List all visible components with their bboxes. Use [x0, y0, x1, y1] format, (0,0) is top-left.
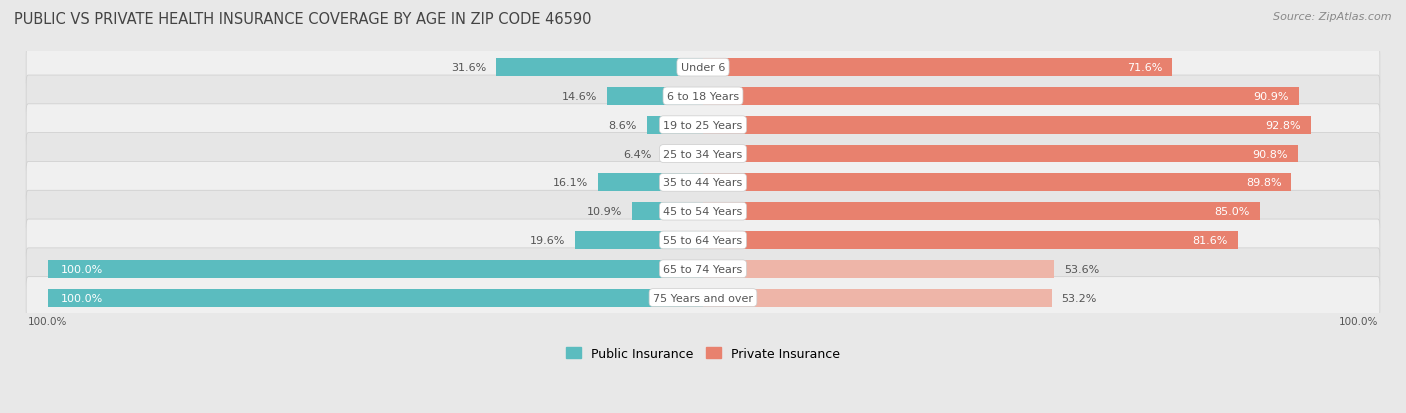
Text: 90.8%: 90.8% [1253, 149, 1288, 159]
Legend: Public Insurance, Private Insurance: Public Insurance, Private Insurance [561, 342, 845, 365]
Text: 31.6%: 31.6% [451, 63, 486, 73]
Text: Under 6: Under 6 [681, 63, 725, 73]
Bar [48, 260, 703, 278]
Bar [703, 59, 1173, 77]
Text: 6.4%: 6.4% [623, 149, 651, 159]
Bar [48, 289, 703, 307]
Bar [703, 231, 1237, 249]
Text: 75 Years and over: 75 Years and over [652, 293, 754, 303]
Text: 25 to 34 Years: 25 to 34 Years [664, 149, 742, 159]
Bar [496, 59, 703, 77]
Bar [703, 88, 1299, 106]
Text: 71.6%: 71.6% [1128, 63, 1163, 73]
Bar [575, 231, 703, 249]
Text: 81.6%: 81.6% [1192, 235, 1227, 245]
Text: 14.6%: 14.6% [562, 92, 598, 102]
Text: 100.0%: 100.0% [28, 316, 67, 326]
Text: 55 to 64 Years: 55 to 64 Years [664, 235, 742, 245]
Text: 19.6%: 19.6% [530, 235, 565, 245]
FancyBboxPatch shape [27, 162, 1379, 204]
Text: 89.8%: 89.8% [1246, 178, 1282, 188]
Bar [703, 174, 1291, 192]
Text: 19 to 25 Years: 19 to 25 Years [664, 121, 742, 131]
Text: 85.0%: 85.0% [1215, 206, 1250, 217]
FancyBboxPatch shape [27, 133, 1379, 175]
Text: 100.0%: 100.0% [60, 293, 103, 303]
Bar [703, 116, 1310, 134]
Text: PUBLIC VS PRIVATE HEALTH INSURANCE COVERAGE BY AGE IN ZIP CODE 46590: PUBLIC VS PRIVATE HEALTH INSURANCE COVER… [14, 12, 592, 27]
Text: 100.0%: 100.0% [60, 264, 103, 274]
Text: 10.9%: 10.9% [586, 206, 621, 217]
FancyBboxPatch shape [27, 277, 1379, 319]
Text: 53.6%: 53.6% [1064, 264, 1099, 274]
Bar [631, 203, 703, 221]
Text: 8.6%: 8.6% [609, 121, 637, 131]
FancyBboxPatch shape [27, 76, 1379, 118]
Text: 53.2%: 53.2% [1062, 293, 1097, 303]
Text: 90.9%: 90.9% [1253, 92, 1289, 102]
Bar [703, 203, 1260, 221]
Text: 6 to 18 Years: 6 to 18 Years [666, 92, 740, 102]
Text: 35 to 44 Years: 35 to 44 Years [664, 178, 742, 188]
Text: 92.8%: 92.8% [1265, 121, 1301, 131]
Text: 65 to 74 Years: 65 to 74 Years [664, 264, 742, 274]
FancyBboxPatch shape [27, 104, 1379, 146]
Text: 45 to 54 Years: 45 to 54 Years [664, 206, 742, 217]
FancyBboxPatch shape [27, 191, 1379, 233]
Bar [703, 145, 1298, 163]
Bar [661, 145, 703, 163]
FancyBboxPatch shape [27, 220, 1379, 261]
Bar [598, 174, 703, 192]
Bar [647, 116, 703, 134]
FancyBboxPatch shape [27, 248, 1379, 290]
Bar [703, 260, 1054, 278]
Text: 100.0%: 100.0% [1339, 316, 1378, 326]
Bar [607, 88, 703, 106]
Bar [703, 289, 1052, 307]
Text: Source: ZipAtlas.com: Source: ZipAtlas.com [1274, 12, 1392, 22]
Text: 16.1%: 16.1% [553, 178, 588, 188]
FancyBboxPatch shape [27, 47, 1379, 89]
